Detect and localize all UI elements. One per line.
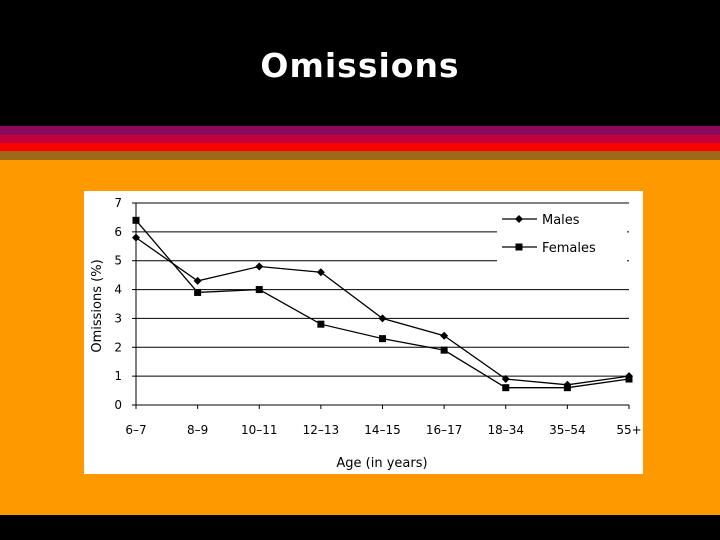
data-point-females [255,286,263,294]
legend-label-females: Females [542,241,596,256]
decorative-stripe [0,126,720,135]
decorative-stripe [0,151,720,160]
data-point-males [440,331,449,340]
x-tick-label: 8–9 [187,423,208,437]
y-tick-label: 1 [114,369,122,383]
decorative-stripe [0,143,720,151]
slide-title: Omissions [260,46,460,85]
x-tick-label: 10–11 [241,423,278,437]
data-point-females [625,375,633,383]
data-point-males [378,314,387,323]
x-tick-label: 35–54 [549,423,586,437]
legend-box [497,206,627,262]
y-tick-label: 3 [114,311,122,325]
data-point-females [563,384,571,392]
legend-marker-males [515,215,523,223]
data-point-males [132,233,140,242]
data-point-males [501,375,510,384]
data-point-females [194,288,202,296]
chart-container: 0 1 2 3 4 5 6 7 6–7 8–9 10–11 12–13 14–15 16–17 18–34… [84,191,643,474]
x-tick-label: 18–34 [487,423,524,437]
x-tick-label: 16–17 [426,423,463,437]
data-point-males [193,276,202,285]
x-tick-label: 55+ [616,423,641,437]
y-axis-title: Omissions (%) [90,259,105,352]
y-tick-label: 5 [114,254,122,268]
legend-marker-females [515,243,523,251]
data-point-females [379,335,386,343]
data-point-females [502,384,510,392]
y-tick-label: 6 [114,225,122,239]
x-tick-label: 14–15 [364,423,401,437]
omissions-line-chart: 0 1 2 3 4 5 6 7 6–7 8–9 10–11 12–13 14–15 16–17 18–34… [90,196,642,471]
x-axis-title: Age (in years) [336,456,427,471]
data-point-females [440,346,448,354]
y-tick-label: 0 [114,398,122,412]
data-point-males [316,268,325,277]
x-tick-label: 12–13 [303,423,340,437]
decorative-stripe [0,135,720,143]
y-tick-label: 7 [114,196,122,210]
y-tick-label: 4 [114,283,122,297]
x-tick-label: 6–7 [125,423,146,437]
legend-label-males: Males [542,213,580,228]
data-point-females [317,320,325,328]
y-tick-label: 2 [114,340,122,354]
data-point-males [255,262,264,271]
data-point-females [132,216,140,224]
